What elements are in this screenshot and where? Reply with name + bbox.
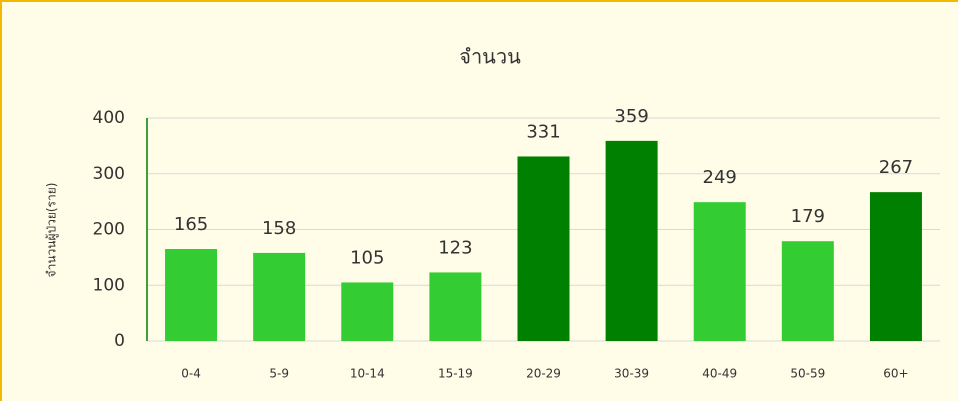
data-label: 158	[262, 218, 296, 239]
y-axis-label: จำนวนผู้ป่วย(ราย)	[45, 183, 60, 278]
x-tick-label: 50-59	[790, 367, 825, 381]
bar	[869, 192, 922, 341]
bar	[517, 156, 570, 341]
x-tick-label: 0-4	[181, 367, 201, 381]
chart-title: จำนวน	[459, 45, 521, 69]
data-label: 123	[438, 237, 472, 258]
data-label: 165	[174, 214, 208, 235]
bar	[253, 252, 306, 341]
y-tick-label: 300	[93, 164, 125, 184]
bar	[605, 140, 658, 341]
data-label: 249	[703, 167, 737, 188]
y-tick-label: 0	[114, 331, 125, 351]
bar	[693, 202, 746, 341]
data-label: 179	[791, 206, 825, 227]
bar	[165, 249, 218, 341]
x-tick-label: 5-9	[269, 367, 289, 381]
x-tick-label: 20-29	[526, 367, 561, 381]
bar	[429, 272, 482, 341]
bar	[781, 241, 834, 341]
x-tick-label: 10-14	[350, 367, 385, 381]
x-tick-label: 40-49	[702, 367, 737, 381]
data-label: 331	[526, 121, 560, 142]
data-label: 359	[614, 106, 648, 127]
y-tick-label: 100	[93, 275, 125, 295]
x-tick-label: 15-19	[438, 367, 473, 381]
y-tick-label: 400	[93, 108, 125, 128]
y-tick-label: 200	[93, 220, 125, 240]
bar	[341, 282, 394, 341]
data-label: 267	[879, 157, 913, 178]
data-label: 105	[350, 247, 384, 268]
x-tick-label: 60+	[883, 367, 908, 381]
x-tick-label: 30-39	[614, 367, 649, 381]
